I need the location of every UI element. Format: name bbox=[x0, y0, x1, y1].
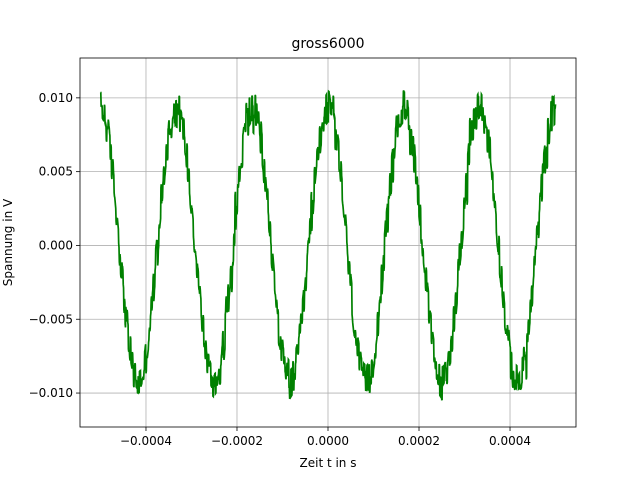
chart-title: gross6000 bbox=[291, 36, 364, 52]
series-layer bbox=[99, 89, 557, 401]
x-tick-label: −0.0002 bbox=[211, 434, 263, 448]
y-tick-label: 0.005 bbox=[39, 165, 73, 179]
x-tick-label: 0.0000 bbox=[307, 434, 349, 448]
y-tick-label: 0.000 bbox=[39, 238, 73, 252]
series-line bbox=[99, 89, 557, 401]
x-tick-label: −0.0004 bbox=[120, 434, 172, 448]
x-tick-label: 0.0004 bbox=[489, 434, 531, 448]
y-tick-label: −0.010 bbox=[29, 386, 73, 400]
y-tick-label: 0.010 bbox=[39, 91, 73, 105]
x-axis-label: Zeit t in s bbox=[300, 456, 357, 470]
y-axis-label: Spannung in V bbox=[1, 198, 15, 286]
y-tick-label: −0.005 bbox=[29, 312, 73, 326]
ticks: −0.0004 −0.0002 0.0000 0.0002 0.0004 −0.010 −0… bbox=[29, 91, 531, 448]
x-tick-label: 0.0002 bbox=[398, 434, 440, 448]
